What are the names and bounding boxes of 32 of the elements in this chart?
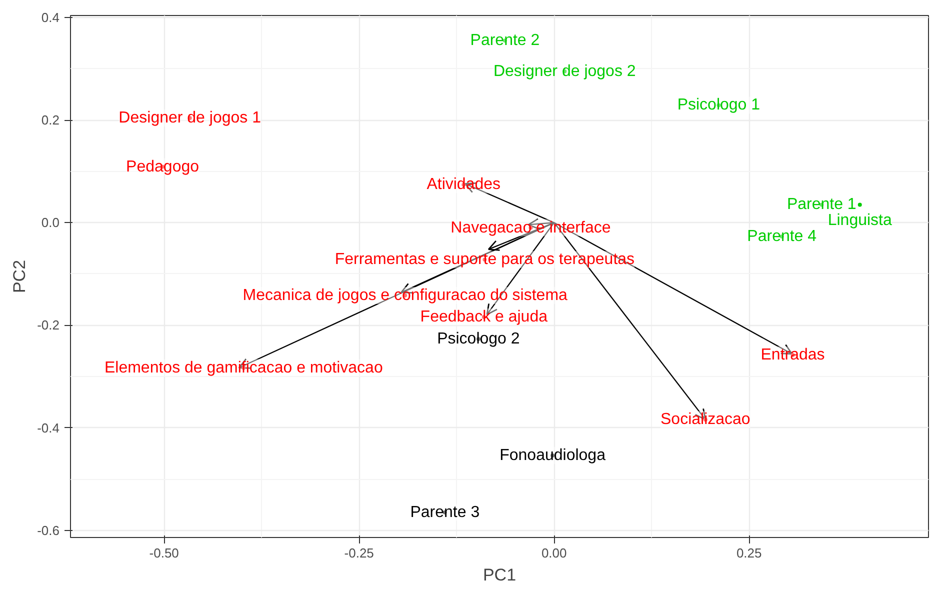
- x-tick-label: -0.25: [344, 546, 374, 560]
- data-label: Fonoaudiologa: [500, 446, 606, 464]
- data-label: Navegacao e interface: [450, 219, 611, 236]
- data-label: Parente 4: [747, 228, 817, 246]
- data-label: Feedback e ajuda: [420, 308, 548, 326]
- data-label: Parente 2: [470, 32, 540, 50]
- data-label: Entradas: [760, 346, 825, 364]
- data-label: Parente 1: [786, 196, 856, 214]
- y-tick-label: 0.0: [41, 215, 60, 230]
- data-label: Psicologo 1: [677, 96, 760, 114]
- x-tick-label: 0.25: [736, 546, 762, 560]
- x-tick-label: 0.00: [541, 546, 567, 560]
- x-axis-title: PC1: [482, 566, 516, 584]
- y-tick-label: -0.4: [37, 420, 60, 436]
- data-label: Atividades: [426, 176, 501, 194]
- y-axis-title: PC2: [10, 260, 30, 294]
- point: [858, 202, 862, 207]
- data-label: Designer de jogos 1: [118, 110, 262, 127]
- data-label: Pedagogo: [126, 158, 200, 176]
- data-label: Designer de jogos 2: [493, 62, 636, 80]
- data-label: Linguista: [828, 212, 892, 230]
- y-tick-label: -0.6: [37, 522, 60, 538]
- y-tick-label: 0.2: [41, 112, 60, 128]
- data-label: Elementos de gamificacao e motivacao: [104, 359, 383, 376]
- y-tick-label: -0.2: [37, 318, 60, 333]
- data-label: Socializacao: [660, 411, 750, 428]
- data-label: Psicologo 2: [437, 330, 520, 348]
- data-label: Parente 3: [410, 504, 480, 521]
- y-tick-label: 0.4: [41, 10, 60, 26]
- x-tick-label: -0.50: [149, 546, 179, 560]
- data-label: Mecanica de jogos e configuracao do sistema: [242, 286, 568, 304]
- data-label: Ferramentas e suporte para os terapeutas: [334, 251, 635, 268]
